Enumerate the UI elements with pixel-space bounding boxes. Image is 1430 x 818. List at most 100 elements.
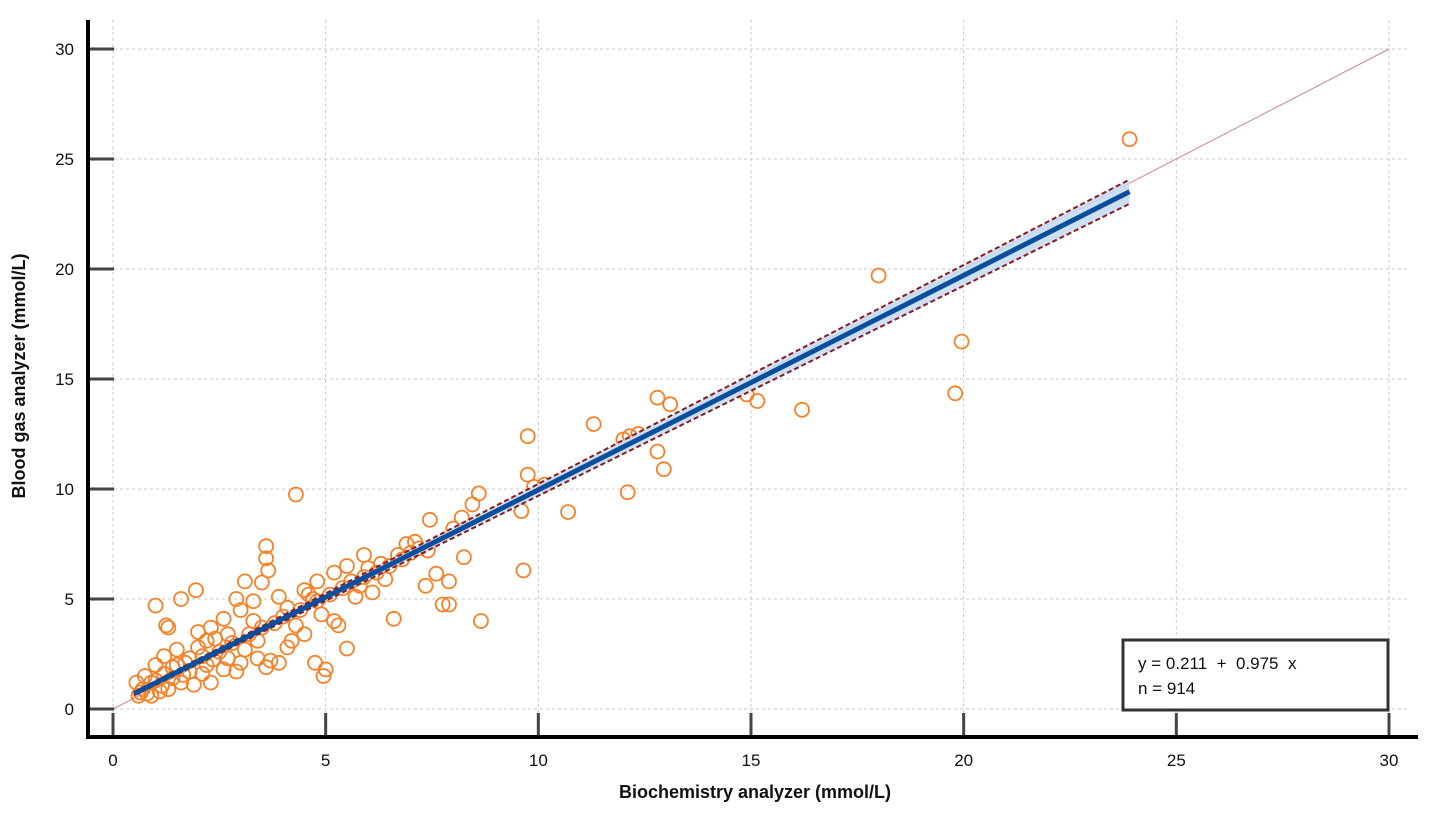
- data-point: [307, 654, 323, 671]
- data-point: [649, 389, 666, 406]
- data-point: [253, 574, 270, 591]
- data-point: [215, 610, 232, 627]
- data-point: [464, 496, 481, 513]
- y-tick-label: 20: [55, 260, 74, 279]
- data-point: [441, 573, 457, 590]
- x-axis-title: Biochemistry analyzer (mmol/L): [619, 782, 891, 802]
- y-tick-labels: 0 5 10 15 20 25 30: [55, 40, 74, 719]
- legend-n: n = 914: [1138, 679, 1195, 698]
- data-point: [870, 267, 887, 284]
- data-point: [270, 588, 287, 605]
- data-point: [315, 668, 332, 684]
- x-tick-label: 0: [108, 751, 117, 770]
- data-point: [258, 538, 275, 555]
- data-point: [655, 461, 672, 478]
- data-point: [515, 562, 532, 579]
- data-point: [258, 659, 275, 676]
- data-point: [585, 416, 602, 433]
- data-point: [519, 466, 536, 483]
- y-tick-label: 15: [55, 370, 74, 389]
- data-point: [190, 639, 206, 656]
- data-point: [309, 573, 326, 590]
- data-point: [296, 582, 313, 599]
- data-point: [385, 610, 402, 627]
- data-point: [173, 591, 189, 607]
- data-point: [347, 588, 364, 605]
- ci-upper-line: [133, 178, 1131, 693]
- data-point: [326, 613, 343, 629]
- x-tick-label: 5: [321, 751, 330, 770]
- data-point: [364, 584, 381, 601]
- data-point: [194, 665, 211, 682]
- data-point: [296, 626, 313, 643]
- data-point: [158, 617, 175, 634]
- data-point: [377, 571, 394, 588]
- data-point: [434, 596, 451, 613]
- data-point: [236, 641, 253, 658]
- legend-frame: [1121, 638, 1390, 712]
- data-point: [202, 674, 219, 691]
- data-point: [649, 443, 666, 460]
- axes: [86, 20, 1418, 739]
- data-point: [662, 396, 679, 413]
- data-point: [953, 333, 970, 350]
- data-point: [160, 619, 177, 636]
- x-tick-label: 15: [742, 751, 761, 770]
- y-tick-label: 30: [55, 40, 74, 59]
- x-tick-label: 10: [529, 751, 548, 770]
- data-point: [188, 582, 204, 599]
- legend-equation: y = 0.211 + 0.975 x: [1138, 654, 1297, 673]
- data-point: [330, 617, 347, 634]
- data-point: [339, 558, 355, 574]
- data-point: [168, 641, 185, 658]
- data-point: [794, 401, 810, 418]
- data-point: [132, 684, 149, 701]
- data-point: [313, 606, 330, 623]
- data-point: [136, 668, 153, 684]
- data-point: [245, 593, 262, 610]
- data-point: [173, 674, 189, 691]
- data-point: [260, 562, 277, 579]
- data-point: [287, 617, 304, 634]
- y-tick-label: 25: [55, 150, 74, 169]
- tick-marks: [90, 47, 1391, 735]
- data-point: [326, 564, 343, 581]
- data-point: [236, 573, 253, 590]
- data-point: [1121, 131, 1138, 148]
- data-point: [619, 484, 636, 501]
- data-point: [339, 640, 355, 657]
- data-point: [228, 663, 245, 680]
- y-tick-label: 5: [65, 590, 74, 609]
- data-point: [202, 619, 219, 636]
- y-tick-label: 10: [55, 480, 74, 499]
- confidence-band-group: [133, 178, 1131, 697]
- data-point: [749, 393, 766, 409]
- data-point: [519, 428, 536, 445]
- x-tick-labels: 0 5 10 15 20 25 30: [108, 751, 1398, 770]
- x-tick-label: 25: [1167, 751, 1186, 770]
- data-point: [156, 648, 172, 665]
- data-point: [249, 650, 266, 667]
- data-point: [219, 650, 236, 667]
- legend-box: y = 0.211 + 0.975 x n = 914: [1121, 638, 1390, 712]
- data-point: [287, 486, 304, 503]
- x-tick-label: 20: [954, 751, 973, 770]
- data-point: [258, 550, 275, 567]
- data-point: [279, 639, 296, 656]
- x-tick-label: 30: [1380, 751, 1399, 770]
- data-point: [560, 504, 577, 520]
- data-point: [473, 613, 489, 629]
- data-point: [417, 577, 434, 594]
- data-point: [228, 591, 245, 607]
- y-tick-label: 0: [65, 700, 74, 719]
- data-point: [441, 596, 457, 613]
- ci-lower-line: [133, 202, 1130, 697]
- data-point: [232, 602, 249, 618]
- data-point: [428, 565, 445, 582]
- data-point: [143, 687, 160, 704]
- data-point: [455, 549, 472, 566]
- data-point: [421, 511, 438, 528]
- regression-line: [133, 189, 1131, 696]
- data-point: [356, 547, 372, 563]
